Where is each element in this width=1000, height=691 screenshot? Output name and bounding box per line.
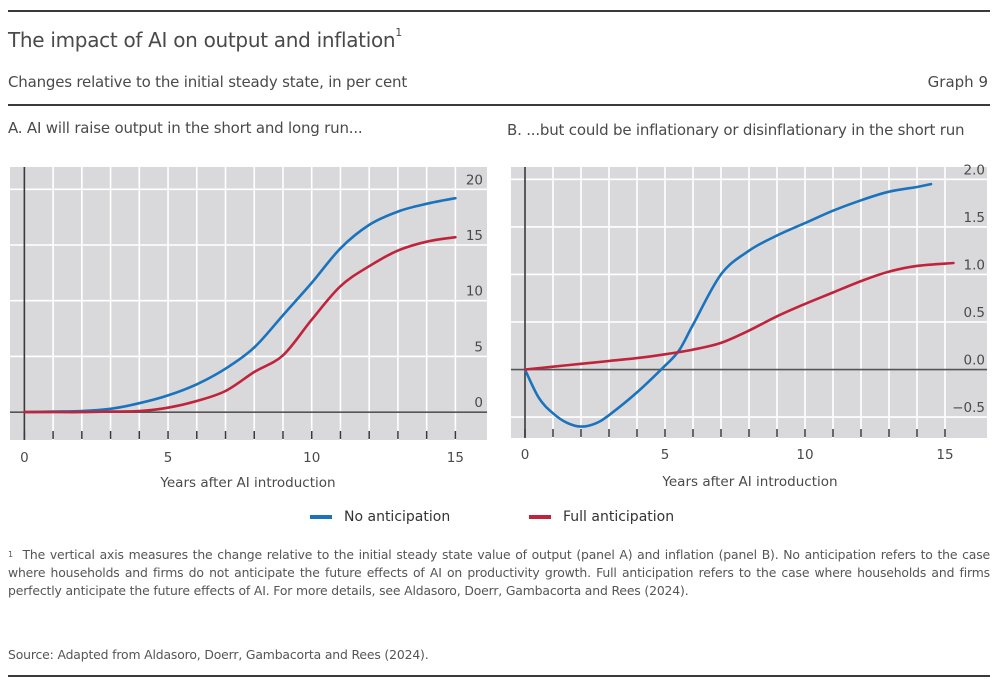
top-rule <box>8 10 990 12</box>
source-note: Source: Adapted from Aldasoro, Doerr, Ga… <box>8 647 429 662</box>
y-tick-label: 15 <box>466 228 483 244</box>
footnote-marker: 1 <box>8 550 13 559</box>
legend-item-no-anticipation: No anticipation <box>310 509 450 525</box>
chart-title: The impact of AI on output and inflation… <box>8 26 402 52</box>
series-line-no-anticipation-a <box>23 196 457 414</box>
y-tick-label: 1.0 <box>964 257 985 273</box>
y-tick-label: 0 <box>474 395 483 411</box>
x-axis-title: Years after AI introduction <box>661 474 837 490</box>
series-line-full-anticipation-a <box>23 235 457 414</box>
x-tick-label: 5 <box>661 447 670 463</box>
chart-subtitle: Changes relative to the initial steady s… <box>8 73 407 91</box>
y-tick-label: 10 <box>466 284 483 300</box>
legend-label: Full anticipation <box>563 509 675 525</box>
y-tick-label: −0.5 <box>952 400 985 416</box>
panel-b: −0.5 0.0 0.5 1.0 1.5 2.0 0 5 10 15 Years after AI … <box>511 162 987 490</box>
chart-canvas: 0 5 10 15 20 0 5 10 15 Years after AI introductio… <box>10 162 987 491</box>
x-tick-label: 0 <box>521 447 530 463</box>
x-tick-label: 15 <box>447 450 464 466</box>
y-tick-label: 2.0 <box>964 162 985 178</box>
legend-swatch-blue <box>310 515 332 519</box>
x-tick-label: 10 <box>303 450 320 466</box>
legend-swatch-red <box>529 515 551 519</box>
x-tick-label: 0 <box>20 450 29 466</box>
x-axis-title: Years after AI introduction <box>159 475 335 491</box>
legend-item-full-anticipation: Full anticipation <box>529 509 674 525</box>
panel-a-title: A. AI will raise output in the short and… <box>8 119 363 137</box>
y-tick-label: 5 <box>474 339 483 355</box>
graph-number: Graph 9 <box>927 73 988 91</box>
series-line-no-anticipation-b <box>523 182 933 428</box>
header-rule <box>8 104 990 106</box>
footnote: 1 The vertical axis measures the change … <box>8 546 990 600</box>
bottom-rule <box>8 675 990 677</box>
y-tick-label: 0.0 <box>964 353 985 369</box>
panel-a: 0 5 10 15 20 0 5 10 15 Years after AI introductio… <box>10 167 487 491</box>
legend-label: No anticipation <box>344 509 451 525</box>
x-tick-label: 15 <box>936 447 953 463</box>
y-tick-label: 0.5 <box>964 305 985 321</box>
footnote-text: The vertical axis measures the change re… <box>8 547 990 598</box>
y-tick-label: 20 <box>466 172 483 188</box>
title-footnote-marker: 1 <box>395 26 402 39</box>
series-line-full-anticipation-b <box>523 261 955 371</box>
x-tick-label: 5 <box>164 450 173 466</box>
plot-area-a <box>10 167 487 440</box>
y-tick-label: 1.5 <box>964 210 985 226</box>
x-tick-label: 10 <box>796 447 813 463</box>
chart-title-text: The impact of AI on output and inflation <box>8 28 396 52</box>
panel-b-title: B. ...but could be inflationary or disin… <box>507 121 965 139</box>
